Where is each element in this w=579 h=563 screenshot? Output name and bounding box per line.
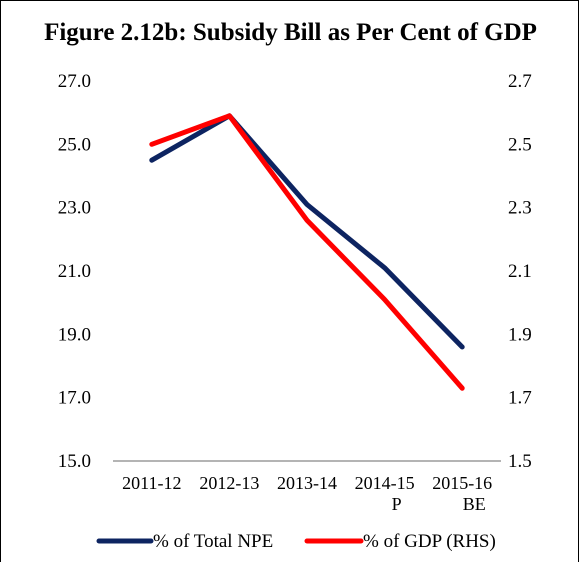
left-axis-tick-label: 19.0	[58, 324, 91, 345]
x-axis-category-label: 2013-14	[277, 473, 337, 493]
x-axis-category-label: BE	[463, 494, 486, 514]
right-axis-tick-label: 2.5	[508, 134, 532, 155]
series-line-gdp-rhs	[149, 113, 465, 391]
x-axis-category-label: 2014-15	[355, 473, 415, 493]
left-axis-tick-label: 27.0	[58, 71, 91, 92]
x-axis-category-label: P	[392, 494, 402, 514]
left-axis-tick-label: 21.0	[58, 261, 91, 282]
right-axis-tick-label: 2.3	[508, 198, 532, 219]
x-axis-category-label: 2011-12	[122, 473, 181, 493]
left-axis-tick-label: 15.0	[58, 451, 91, 472]
left-axis-tick-label: 23.0	[58, 198, 91, 219]
chart-title: Figure 2.12b: Subsidy Bill as Per Cent o…	[44, 19, 537, 46]
right-axis-tick-label: 1.7	[508, 388, 532, 409]
right-axis-tick-label: 1.9	[508, 324, 532, 345]
legend-label: % of GDP (RHS)	[363, 531, 496, 552]
right-axis-tick-label: 2.1	[508, 261, 532, 282]
left-axis-tick-label: 25.0	[58, 134, 91, 155]
left-axis-tick-label: 17.0	[58, 388, 91, 409]
series-line-total-npe	[149, 113, 465, 350]
right-axis-tick-label: 2.7	[508, 71, 532, 92]
x-axis-category-label: 2012-13	[199, 473, 259, 493]
x-axis-category-label: 2015-16	[432, 473, 492, 493]
right-axis-tick-label: 1.5	[508, 451, 532, 472]
legend-label: % of Total NPE	[153, 531, 273, 552]
